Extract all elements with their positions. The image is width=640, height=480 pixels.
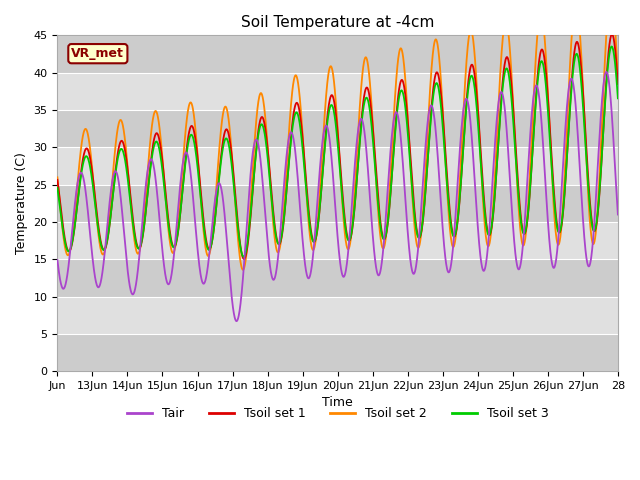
Bar [58,185,618,222]
Title: Soil Temperature at -4cm: Soil Temperature at -4cm [241,15,435,30]
Bar [58,72,618,110]
Bar [58,110,618,147]
Bar [58,222,618,259]
Bar [58,36,618,72]
Bar [58,334,618,371]
Text: VR_met: VR_met [72,47,124,60]
Bar [58,147,618,185]
Bar [58,297,618,334]
Y-axis label: Temperature (C): Temperature (C) [15,152,28,254]
Legend: Tair, Tsoil set 1, Tsoil set 2, Tsoil set 3: Tair, Tsoil set 1, Tsoil set 2, Tsoil se… [122,402,554,425]
Bar [58,259,618,297]
X-axis label: Time: Time [323,396,353,409]
